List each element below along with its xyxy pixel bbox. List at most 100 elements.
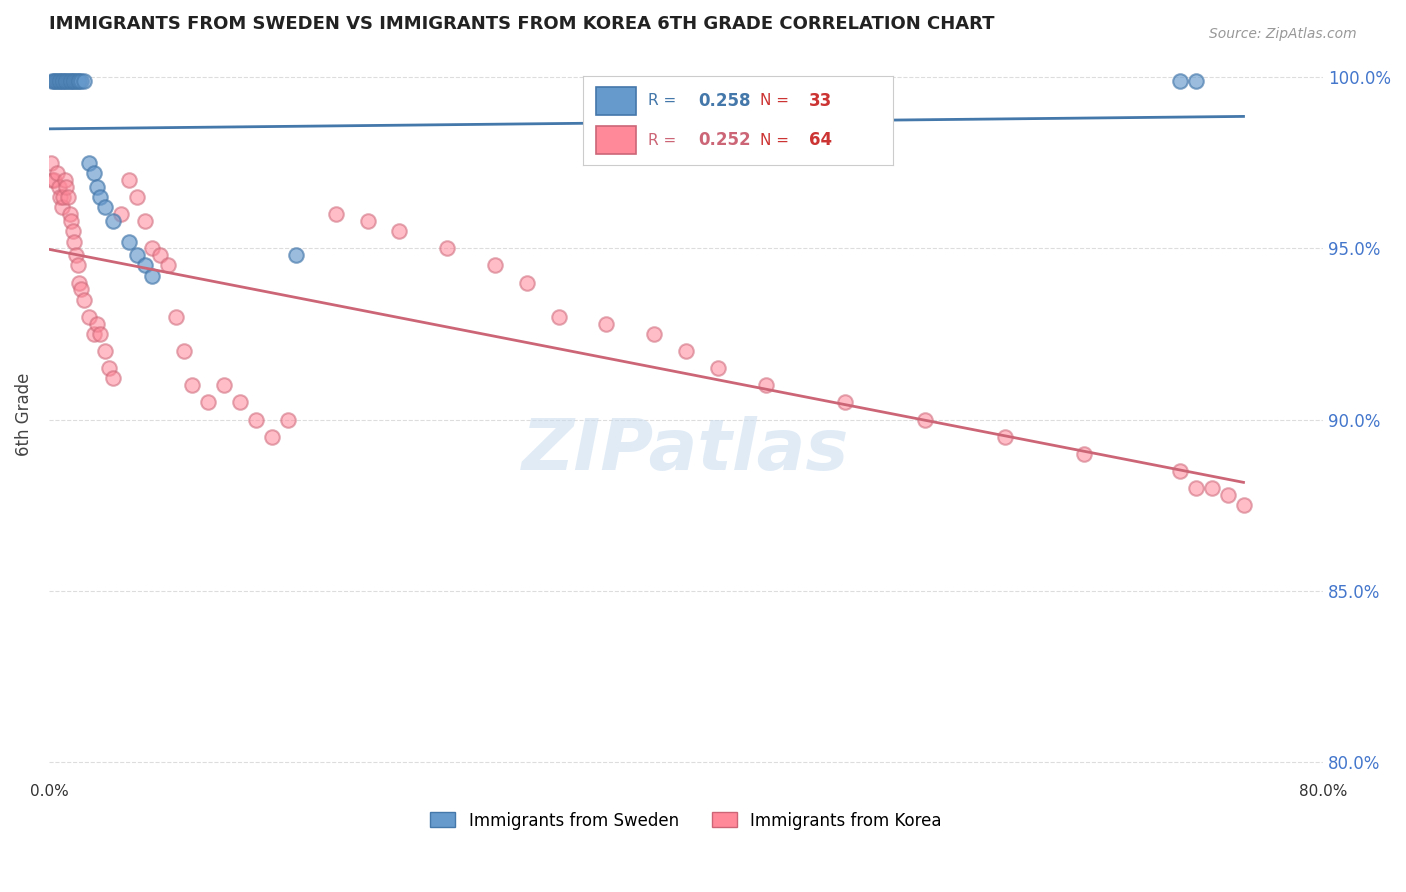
- Point: [516, 276, 538, 290]
- Point: [73, 73, 96, 87]
- Point: [675, 344, 697, 359]
- Point: [484, 259, 506, 273]
- Point: [83, 166, 105, 180]
- Point: [994, 429, 1017, 443]
- Point: [117, 173, 139, 187]
- Point: [55, 179, 77, 194]
- Point: [49, 73, 72, 87]
- Point: [1073, 447, 1095, 461]
- Point: [59, 73, 82, 87]
- Point: [1201, 481, 1223, 495]
- Point: [65, 73, 87, 87]
- Point: [89, 326, 111, 341]
- Point: [1232, 498, 1254, 512]
- Point: [707, 361, 730, 376]
- Point: [117, 235, 139, 249]
- Point: [93, 200, 115, 214]
- Text: 33: 33: [810, 92, 832, 110]
- Point: [1184, 73, 1206, 87]
- Point: [101, 214, 124, 228]
- Point: [67, 73, 90, 87]
- Point: [755, 378, 778, 392]
- Point: [45, 166, 67, 180]
- Point: [62, 73, 84, 87]
- Point: [63, 73, 86, 87]
- Point: [69, 282, 91, 296]
- Point: [66, 259, 89, 273]
- Point: [52, 73, 75, 87]
- Point: [229, 395, 252, 409]
- Point: [60, 214, 83, 228]
- Point: [149, 248, 172, 262]
- Point: [48, 179, 70, 194]
- Point: [388, 224, 411, 238]
- Point: [245, 412, 267, 426]
- Point: [834, 395, 856, 409]
- Point: [59, 207, 82, 221]
- Legend: Immigrants from Sweden, Immigrants from Korea: Immigrants from Sweden, Immigrants from …: [423, 805, 949, 836]
- Point: [125, 248, 148, 262]
- Point: [51, 200, 73, 214]
- Point: [173, 344, 195, 359]
- Point: [67, 276, 90, 290]
- Text: N =: N =: [759, 94, 793, 108]
- Point: [212, 378, 235, 392]
- Point: [89, 190, 111, 204]
- Point: [134, 214, 156, 228]
- Point: [83, 326, 105, 341]
- Text: N =: N =: [759, 133, 793, 147]
- Point: [77, 310, 100, 324]
- Y-axis label: 6th Grade: 6th Grade: [15, 373, 32, 456]
- Text: IMMIGRANTS FROM SWEDEN VS IMMIGRANTS FROM KOREA 6TH GRADE CORRELATION CHART: IMMIGRANTS FROM SWEDEN VS IMMIGRANTS FRO…: [49, 15, 994, 33]
- Point: [53, 173, 76, 187]
- Point: [141, 268, 163, 283]
- Point: [42, 73, 65, 87]
- Point: [41, 73, 63, 87]
- Point: [39, 156, 62, 170]
- Point: [73, 293, 96, 307]
- Text: 64: 64: [810, 131, 832, 149]
- Point: [86, 179, 108, 194]
- Text: ZIPatlas: ZIPatlas: [523, 417, 849, 485]
- Point: [65, 248, 87, 262]
- Point: [1216, 488, 1239, 502]
- Point: [595, 317, 617, 331]
- Point: [643, 326, 665, 341]
- Point: [51, 73, 73, 87]
- Point: [277, 412, 299, 426]
- Point: [325, 207, 347, 221]
- Text: R =: R =: [648, 94, 682, 108]
- Point: [547, 310, 569, 324]
- Point: [181, 378, 204, 392]
- Point: [157, 259, 180, 273]
- Point: [63, 235, 86, 249]
- Point: [165, 310, 187, 324]
- Text: 0.252: 0.252: [697, 131, 751, 149]
- Point: [60, 73, 83, 87]
- Point: [55, 73, 77, 87]
- Point: [69, 73, 91, 87]
- Point: [141, 241, 163, 255]
- Point: [98, 361, 121, 376]
- Point: [42, 173, 65, 187]
- Text: 0.258: 0.258: [697, 92, 751, 110]
- Point: [125, 190, 148, 204]
- Point: [44, 73, 66, 87]
- Point: [62, 224, 84, 238]
- Point: [93, 344, 115, 359]
- Point: [197, 395, 219, 409]
- Point: [48, 73, 70, 87]
- Point: [1168, 464, 1191, 478]
- Text: R =: R =: [648, 133, 682, 147]
- Point: [77, 156, 100, 170]
- Point: [86, 317, 108, 331]
- Point: [914, 412, 936, 426]
- Point: [260, 429, 283, 443]
- Point: [56, 190, 79, 204]
- Bar: [596, 87, 636, 115]
- Point: [53, 73, 76, 87]
- Point: [56, 73, 79, 87]
- Point: [284, 248, 307, 262]
- Point: [49, 190, 72, 204]
- Point: [66, 73, 89, 87]
